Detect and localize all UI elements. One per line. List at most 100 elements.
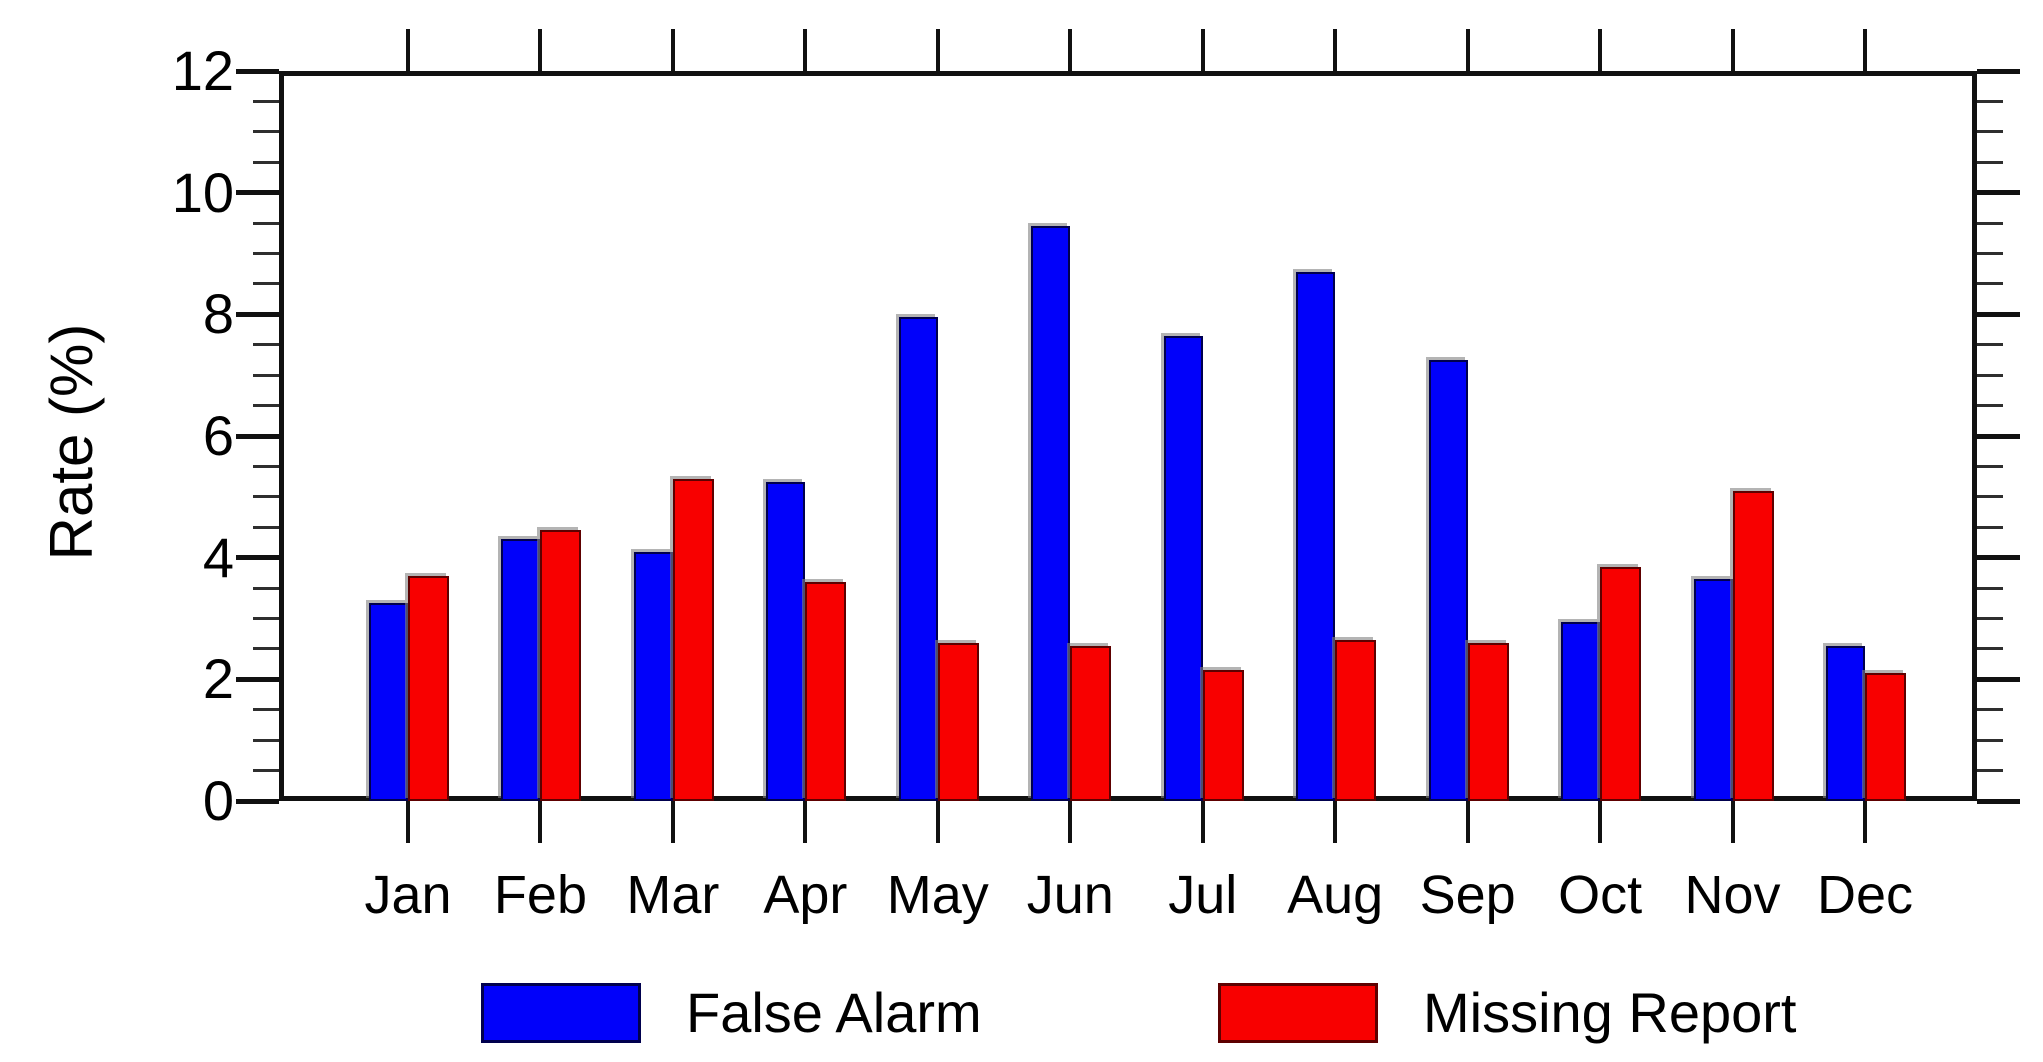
y-tick-left [253,738,279,742]
y-tick-left [253,160,279,164]
y-tick-right [1977,343,2003,347]
x-tick-bottom [1333,801,1338,843]
y-tick-label: 12 [171,39,234,102]
bar-missing-report-aug [1335,639,1377,801]
y-tick-label: 6 [202,404,234,467]
legend-swatch-missing-report [1218,983,1378,1043]
y-tick-left [236,798,279,804]
x-tick-bottom [935,801,940,843]
bar-missing-report-jan [408,575,449,801]
bar-false-alarm-sep [1428,359,1468,801]
bar-false-alarm-apr [766,481,806,801]
x-tick-top [1730,29,1735,71]
bar-missing-report-apr [805,582,847,801]
y-tick-right [1977,676,2020,682]
y-tick-right [1977,495,2003,499]
x-tick-top [406,29,410,71]
y-tick-label: 0 [202,769,234,832]
y-tick-right [1977,525,2003,529]
y-tick-right [1977,221,2003,225]
y-tick-left [253,647,279,651]
y-tick-left [253,343,279,347]
y-tick-left [236,676,279,682]
x-tick-bottom [406,801,410,843]
x-tick-label-nov: Nov [1684,865,1781,925]
bar-false-alarm-jan [369,603,408,801]
x-tick-bottom [1863,801,1867,843]
x-tick-bottom [538,801,543,843]
x-tick-label-aug: Aug [1287,865,1384,925]
y-tick-right [1977,798,2020,804]
y-tick-label: 2 [202,647,234,711]
bar-false-alarm-may [898,317,938,801]
y-tick-left [236,433,279,439]
x-tick-top [1068,29,1073,71]
y-tick-left [253,99,279,103]
x-tick-bottom [1598,801,1603,843]
y-tick-left [236,68,279,74]
y-tick-left [236,555,279,561]
bar-missing-report-jun [1070,645,1112,801]
y-tick-left [236,311,279,317]
y-tick-left [253,221,279,225]
bar-missing-report-feb [540,530,582,801]
x-tick-label-jul: Jul [1168,865,1238,925]
x-tick-label-oct: Oct [1558,865,1643,925]
x-tick-top [1200,29,1205,71]
y-tick-left [253,769,279,773]
legend-label-missing-report: Missing Report [1423,981,1797,1044]
legend-swatch-false-alarm [481,983,641,1043]
x-tick-top [1465,29,1470,71]
bar-missing-report-dec [1865,673,1906,801]
x-tick-bottom [803,801,808,843]
y-tick-left [253,525,279,529]
y-tick-left [253,495,279,499]
y-tick-right [1977,99,2003,103]
bar-false-alarm-jul [1163,335,1203,801]
x-tick-label-apr: Apr [763,865,848,925]
bar-false-alarm-jun [1031,226,1071,801]
bar-false-alarm-mar [633,551,673,801]
x-tick-label-feb: Feb [493,865,587,925]
y-tick-right [1977,282,2003,286]
y-tick-label: 8 [202,282,234,346]
y-tick-label: 4 [202,525,234,589]
x-tick-top [1863,29,1867,71]
y-tick-right [1977,404,2003,408]
y-tick-left [253,373,279,377]
x-tick-top [803,29,808,71]
bar-missing-report-mar [672,478,714,801]
y-tick-label: 10 [171,160,234,224]
y-tick-right [1977,586,2003,590]
y-tick-right [1977,647,2003,651]
y-tick-right [1977,130,2003,134]
bar-missing-report-oct [1600,566,1642,801]
y-tick-right [1977,190,2020,196]
bar-false-alarm-oct [1561,621,1601,801]
x-tick-bottom [1200,801,1205,843]
y-tick-right [1977,160,2003,164]
bar-missing-report-jul [1202,670,1244,801]
bar-false-alarm-nov [1693,578,1733,801]
x-tick-top [670,29,675,71]
x-tick-top [935,29,940,71]
y-tick-right [1977,311,2020,317]
y-tick-left [253,130,279,134]
y-tick-left [253,708,279,712]
bar-false-alarm-dec [1826,645,1865,801]
x-tick-top [1598,29,1603,71]
y-tick-right [1977,769,2003,773]
bar-false-alarm-feb [501,539,541,801]
x-tick-label-sep: Sep [1419,865,1516,925]
y-tick-right [1977,433,2020,439]
y-tick-left [253,586,279,590]
y-tick-left [253,404,279,408]
x-tick-label-jun: Jun [1026,865,1114,925]
y-tick-left [253,282,279,286]
bar-missing-report-nov [1732,490,1774,801]
x-tick-top [1333,29,1338,71]
y-tick-left [253,464,279,468]
y-tick-right [1977,373,2003,377]
